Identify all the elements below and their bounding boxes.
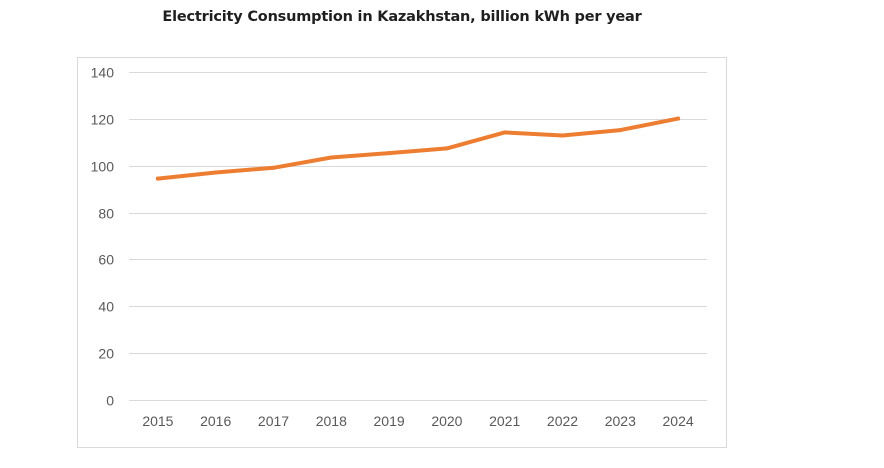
x-axis-ticks: 2015 2016 2017 2018 2019 2020 2021 2022 2023 2024 bbox=[142, 413, 694, 429]
chart-area-border bbox=[77, 57, 727, 448]
series-line bbox=[155, 116, 681, 181]
y-tick-label: 20 bbox=[98, 346, 114, 362]
y-tick-label: 140 bbox=[91, 65, 115, 81]
y-tick-label: 80 bbox=[98, 206, 114, 222]
chart-title: Electricity Consumption in Kazakhstan, b… bbox=[162, 9, 642, 25]
data-point bbox=[676, 116, 681, 121]
x-tick-label: 2021 bbox=[489, 413, 520, 429]
data-point bbox=[444, 146, 449, 151]
y-axis-ticks: 0 20 40 60 80 100 120 140 bbox=[91, 65, 115, 409]
data-point bbox=[387, 151, 392, 156]
data-point bbox=[213, 170, 218, 175]
data-point bbox=[618, 128, 623, 133]
x-tick-label: 2015 bbox=[142, 413, 173, 429]
x-tick-label: 2022 bbox=[547, 413, 578, 429]
x-tick-label: 2017 bbox=[258, 413, 289, 429]
data-point bbox=[271, 165, 276, 170]
y-tick-label: 0 bbox=[106, 393, 114, 409]
y-tick-label: 40 bbox=[98, 299, 114, 315]
x-tick-label: 2018 bbox=[316, 413, 347, 429]
x-tick-label: 2023 bbox=[605, 413, 636, 429]
data-point bbox=[502, 130, 507, 135]
gridlines bbox=[129, 72, 707, 401]
data-point bbox=[560, 133, 565, 138]
y-tick-label: 60 bbox=[98, 252, 114, 268]
data-point bbox=[329, 155, 334, 160]
x-tick-label: 2024 bbox=[663, 413, 694, 429]
y-tick-label: 100 bbox=[91, 159, 115, 175]
data-point bbox=[155, 176, 160, 181]
x-tick-label: 2016 bbox=[200, 413, 231, 429]
series-group bbox=[155, 116, 681, 181]
x-tick-label: 2019 bbox=[374, 413, 405, 429]
y-tick-label: 120 bbox=[91, 112, 115, 128]
x-tick-label: 2020 bbox=[431, 413, 462, 429]
